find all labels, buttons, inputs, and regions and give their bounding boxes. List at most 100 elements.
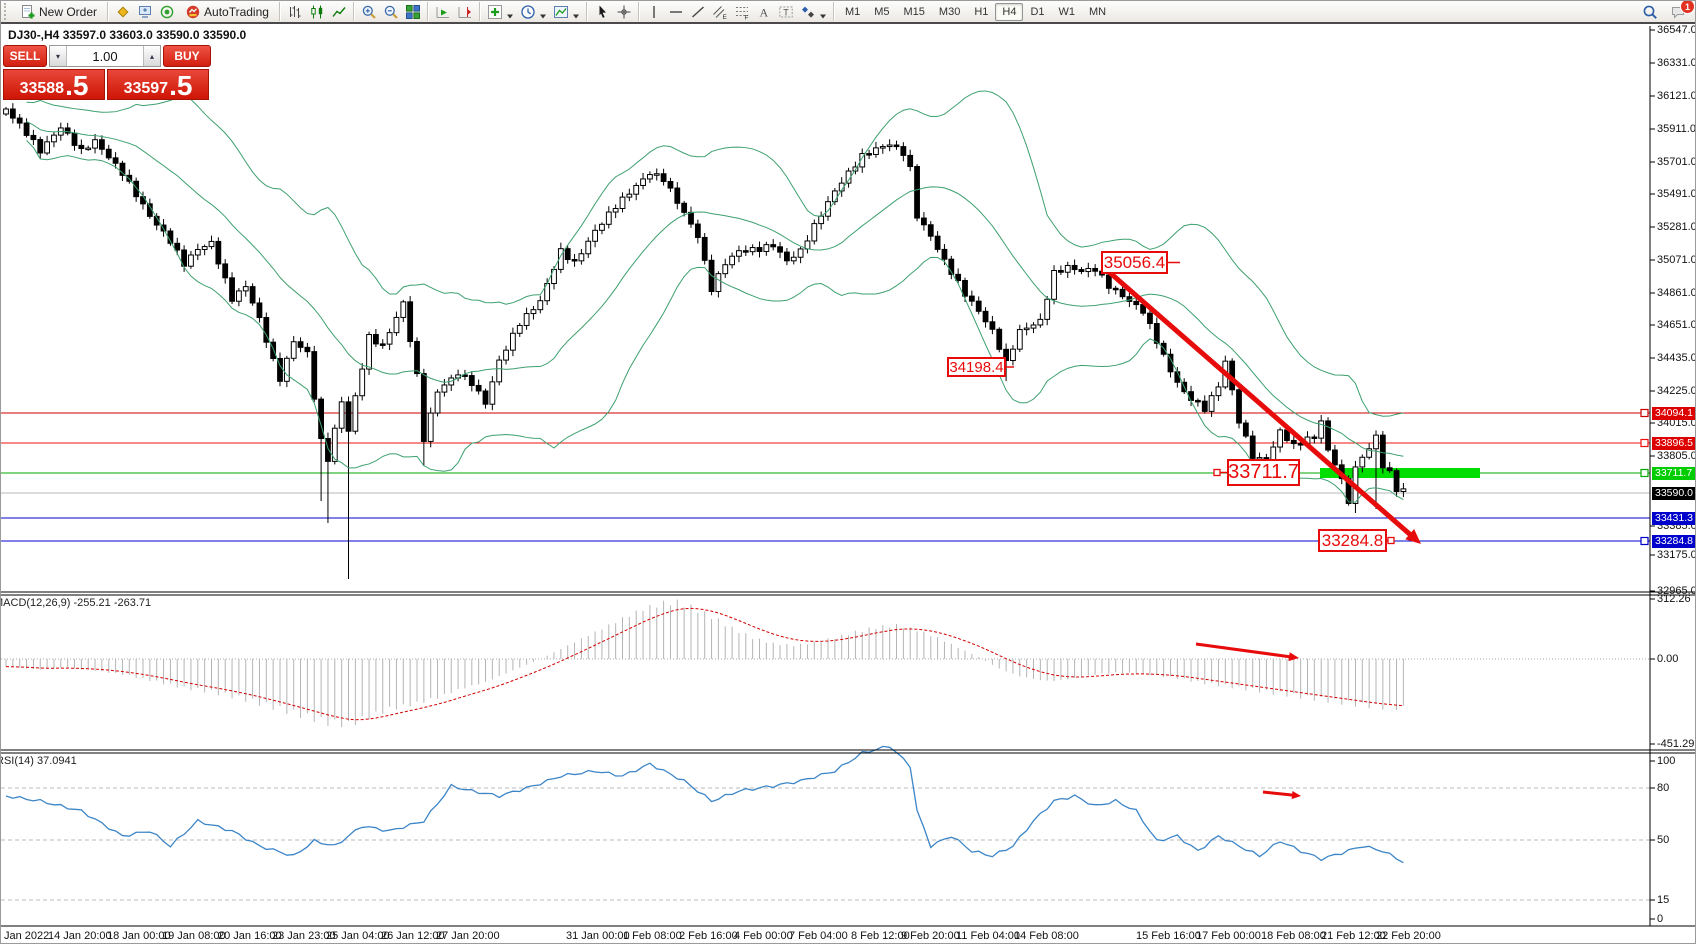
arrows-button[interactable]: [797, 2, 830, 22]
svg-text:F: F: [744, 14, 748, 20]
alerts-button[interactable]: [156, 2, 178, 22]
bar-chart-button[interactable]: [284, 2, 306, 22]
text-button[interactable]: A: [753, 2, 775, 22]
volume-increase-button[interactable]: ▴: [143, 46, 160, 66]
autotrading-button[interactable]: AutoTrading: [178, 2, 276, 22]
arrows-icon: [800, 4, 816, 20]
trendline-icon: [690, 4, 706, 20]
clock-icon: [520, 4, 536, 20]
zoom-in-button[interactable]: [358, 2, 380, 22]
buy-price-fraction: .5: [169, 70, 193, 102]
toolbar-separator: [426, 2, 429, 21]
new-order-button-label: New Order: [39, 4, 98, 19]
vertical-line-button[interactable]: [643, 2, 665, 22]
timeframe-h1-button[interactable]: H1: [967, 3, 995, 21]
buy-button[interactable]: BUY: [163, 45, 211, 67]
toolbar-separator: [478, 2, 481, 21]
timeframe-m15-button[interactable]: M15: [897, 3, 932, 21]
line-chart-icon: [331, 4, 347, 20]
zoom-in-icon: [361, 4, 377, 20]
sell-price-fraction: .5: [65, 70, 89, 102]
one-click-trading-panel: SELL ▾ ▴ BUY 33588.5 33597.5: [3, 45, 215, 100]
timeframe-mn-button[interactable]: MN: [1082, 3, 1113, 21]
search-icon: [1642, 4, 1658, 20]
autotrading-button-label: AutoTrading: [204, 4, 269, 19]
toolbar-grip: [4, 3, 9, 20]
buy-price-display[interactable]: 33597.5: [107, 69, 209, 100]
toolbar-separator: [107, 2, 110, 21]
indicators-icon: [487, 4, 503, 20]
timeframe-h4-button[interactable]: H4: [995, 2, 1024, 21]
periods-button[interactable]: [517, 2, 550, 22]
textlabel-icon: T: [778, 4, 794, 20]
profiles-button[interactable]: [134, 2, 156, 22]
timeframe-d1-button[interactable]: D1: [1023, 3, 1051, 21]
timeframe-m1-button[interactable]: M1: [838, 3, 867, 21]
crosshair-button[interactable]: [613, 2, 635, 22]
volume-stepper: ▾ ▴: [49, 45, 161, 67]
rsi-indicator-label: RSI(14) 37.0941: [0, 755, 77, 767]
buy-price-main: 33597: [123, 80, 169, 98]
vline-icon: [646, 4, 662, 20]
bar-chart-icon: [287, 4, 303, 20]
toolbar-separator: [585, 2, 588, 21]
autotrading-icon: [185, 4, 201, 20]
equidistant-channel-button[interactable]: E: [709, 2, 731, 22]
brush-icon: [115, 4, 131, 20]
text-icon: A: [756, 4, 772, 20]
toolbar: New Order AutoTrading E F A T M1 M5 M15 M30 H1 H4 D1…: [1, 1, 1695, 24]
candle-chart-icon: [309, 4, 325, 20]
chart-styler-button[interactable]: [112, 2, 134, 22]
toolbar-separator: [278, 2, 281, 21]
chart-shift-icon: [457, 4, 473, 20]
dropdown-caret-icon: [819, 8, 827, 18]
profile-icon: [137, 4, 153, 20]
template-icon: [553, 4, 569, 20]
search-button[interactable]: [1639, 2, 1661, 22]
new-order-icon: [20, 4, 36, 20]
zoom-out-icon: [383, 4, 399, 20]
volume-input[interactable]: [67, 46, 143, 66]
zoom-out-button[interactable]: [380, 2, 402, 22]
sell-price-display[interactable]: 33588.5: [3, 69, 105, 100]
dropdown-caret-icon: [539, 8, 547, 18]
templates-button[interactable]: [550, 2, 583, 22]
text-label-button[interactable]: T: [775, 2, 797, 22]
line-chart-button[interactable]: [328, 2, 350, 22]
cursor-icon: [594, 4, 610, 20]
chart-title: DJ30-,H4 33597.0 33603.0 33590.0 33590.0: [8, 28, 247, 42]
tile-windows-icon: [405, 4, 421, 20]
indicators-button[interactable]: [484, 2, 517, 22]
notification-badge: 1: [1680, 1, 1695, 14]
dropdown-caret-icon: [572, 8, 580, 18]
signal-icon: [159, 4, 175, 20]
cursor-button[interactable]: [591, 2, 613, 22]
timeframe-m30-button[interactable]: M30: [932, 3, 967, 21]
chart-shift-button[interactable]: [454, 2, 476, 22]
tile-windows-button[interactable]: [402, 2, 424, 22]
auto-scroll-button[interactable]: [432, 2, 454, 22]
volume-decrease-button[interactable]: ▾: [50, 46, 67, 66]
toolbar-separator: [832, 2, 835, 21]
toolbar-separator: [637, 2, 640, 21]
timeframe-m5-button[interactable]: M5: [867, 3, 896, 21]
timeframe-w1-button[interactable]: W1: [1052, 3, 1083, 21]
auto-scroll-icon: [435, 4, 451, 20]
svg-text:T: T: [783, 7, 789, 17]
sell-price-main: 33588: [19, 80, 65, 98]
macd-indicator-label: MACD(12,26,9) -255.21 -263.71: [0, 597, 152, 609]
notifications-button[interactable]: 1: [1667, 1, 1695, 22]
fibo-icon: F: [734, 4, 750, 20]
toolbar-separator: [352, 2, 355, 21]
svg-text:E: E: [722, 14, 727, 20]
trendline-button[interactable]: [687, 2, 709, 22]
channel-icon: E: [712, 4, 728, 20]
fibonacci-button[interactable]: F: [731, 2, 753, 22]
new-order-button[interactable]: New Order: [13, 2, 104, 22]
candlestick-chart-button[interactable]: [306, 2, 328, 22]
horizontal-line-button[interactable]: [665, 2, 687, 22]
svg-text:A: A: [759, 5, 768, 19]
sell-button[interactable]: SELL: [3, 45, 47, 67]
